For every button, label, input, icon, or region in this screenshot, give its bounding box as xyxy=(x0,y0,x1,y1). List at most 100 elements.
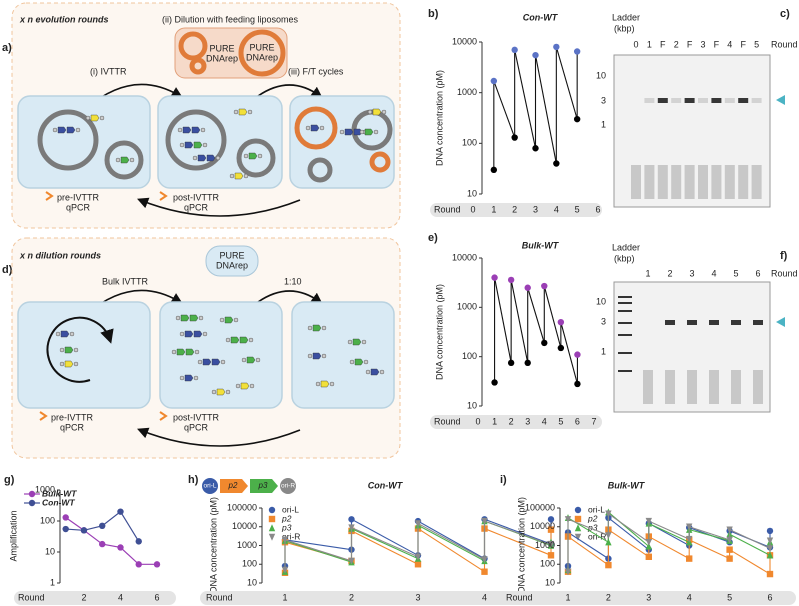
label: DNArep xyxy=(216,260,248,270)
marker-arrow xyxy=(39,411,48,421)
liposome xyxy=(165,109,227,171)
lane-label: 6 xyxy=(755,268,760,278)
ori xyxy=(220,359,226,365)
x-tick-label: 2 xyxy=(81,592,86,602)
ori xyxy=(198,315,204,321)
marker xyxy=(511,134,518,141)
gene xyxy=(234,172,244,180)
x-tick-label: 1 xyxy=(565,592,570,602)
y-axis-label: DNA concentration (pM) xyxy=(516,497,526,593)
lane-label: 2 xyxy=(674,39,679,49)
y-tick-label: 1000 xyxy=(457,87,477,97)
band xyxy=(724,98,735,103)
marker xyxy=(135,538,142,545)
connector xyxy=(284,539,352,562)
liposome xyxy=(294,106,338,150)
label: qPCR xyxy=(60,422,85,432)
y-tick-label: 1000 xyxy=(535,540,555,550)
ori xyxy=(202,142,208,148)
smear xyxy=(711,165,722,199)
marker xyxy=(507,359,515,367)
connector xyxy=(608,513,650,543)
marker xyxy=(766,527,774,535)
chart-title: Con-WT xyxy=(368,480,404,490)
y-tick-label: 100 xyxy=(462,351,477,361)
ori xyxy=(99,115,105,121)
y-axis-label: Amplification xyxy=(8,510,18,561)
legend-marker xyxy=(268,533,276,541)
marker xyxy=(135,561,142,568)
ori xyxy=(200,127,206,133)
y-tick-label: 100 xyxy=(242,559,257,569)
x-axis-label: Round xyxy=(206,592,233,602)
band xyxy=(711,98,722,103)
cell xyxy=(17,301,151,409)
arrow xyxy=(137,427,301,447)
connector xyxy=(543,285,562,349)
marker xyxy=(564,568,572,576)
x-tick-label: 6 xyxy=(575,416,580,426)
smear xyxy=(657,165,668,199)
smear xyxy=(753,370,763,404)
marker xyxy=(62,525,69,533)
ori xyxy=(193,375,199,381)
diagram-d: x n dilution rounds PURE DNArep Bulk IVT… xyxy=(11,237,401,459)
y-tick-label: 1000 xyxy=(35,484,55,494)
liposome xyxy=(307,157,333,183)
ori xyxy=(235,383,241,389)
liposome xyxy=(238,29,286,77)
marker xyxy=(726,546,733,553)
lane-label: 3 xyxy=(689,268,694,278)
gene xyxy=(370,368,380,376)
marker xyxy=(99,522,106,530)
ori xyxy=(233,317,239,323)
x-tick-label: 7 xyxy=(591,416,596,426)
band xyxy=(665,320,675,325)
lane-label: F xyxy=(687,39,693,49)
label: DNArep xyxy=(206,53,238,63)
smear xyxy=(665,370,675,404)
y-tick-label: 100000 xyxy=(525,502,555,512)
marker xyxy=(547,540,555,548)
x-axis-label: Round xyxy=(434,204,461,214)
marker xyxy=(414,520,422,528)
legend-label: ori-L xyxy=(282,504,299,514)
marker-arrow xyxy=(45,191,54,201)
y-tick-label: 10 xyxy=(467,188,477,198)
line xyxy=(65,516,157,565)
construct-ori xyxy=(202,478,218,494)
connector xyxy=(608,529,650,558)
gene xyxy=(310,124,320,132)
liposome xyxy=(178,31,208,61)
step: (ii) Dilution with feeding liposomes xyxy=(162,14,299,24)
gene xyxy=(64,346,74,354)
smear xyxy=(643,370,653,404)
y-tick-label: 10000 xyxy=(530,521,555,531)
smear xyxy=(738,165,749,199)
ori xyxy=(179,375,185,381)
gene xyxy=(312,352,322,360)
ladder-band xyxy=(618,302,632,304)
marker xyxy=(605,532,612,539)
ori xyxy=(305,125,311,131)
x-axis-label: Round xyxy=(506,592,533,602)
connector xyxy=(555,46,578,120)
x-axis-band xyxy=(430,415,602,429)
marker xyxy=(686,555,693,562)
x-tick-label: 2 xyxy=(349,592,354,602)
ladder-label: (kbp) xyxy=(614,23,635,33)
ori xyxy=(329,381,335,387)
x-axis-band xyxy=(14,591,176,605)
arrow xyxy=(99,83,183,99)
ladder-label: Ladder xyxy=(612,242,640,252)
ori xyxy=(248,337,254,343)
construct-label: p3 xyxy=(258,481,268,490)
y-tick-label: 100 xyxy=(462,138,477,148)
ori xyxy=(55,331,61,337)
x-tick-label: 4 xyxy=(482,592,487,602)
step: (i) IVTTR xyxy=(90,66,127,76)
ori xyxy=(367,109,373,115)
marker-arrow xyxy=(159,191,168,201)
x-tick-label: 1 xyxy=(282,592,287,602)
ori xyxy=(307,325,313,331)
